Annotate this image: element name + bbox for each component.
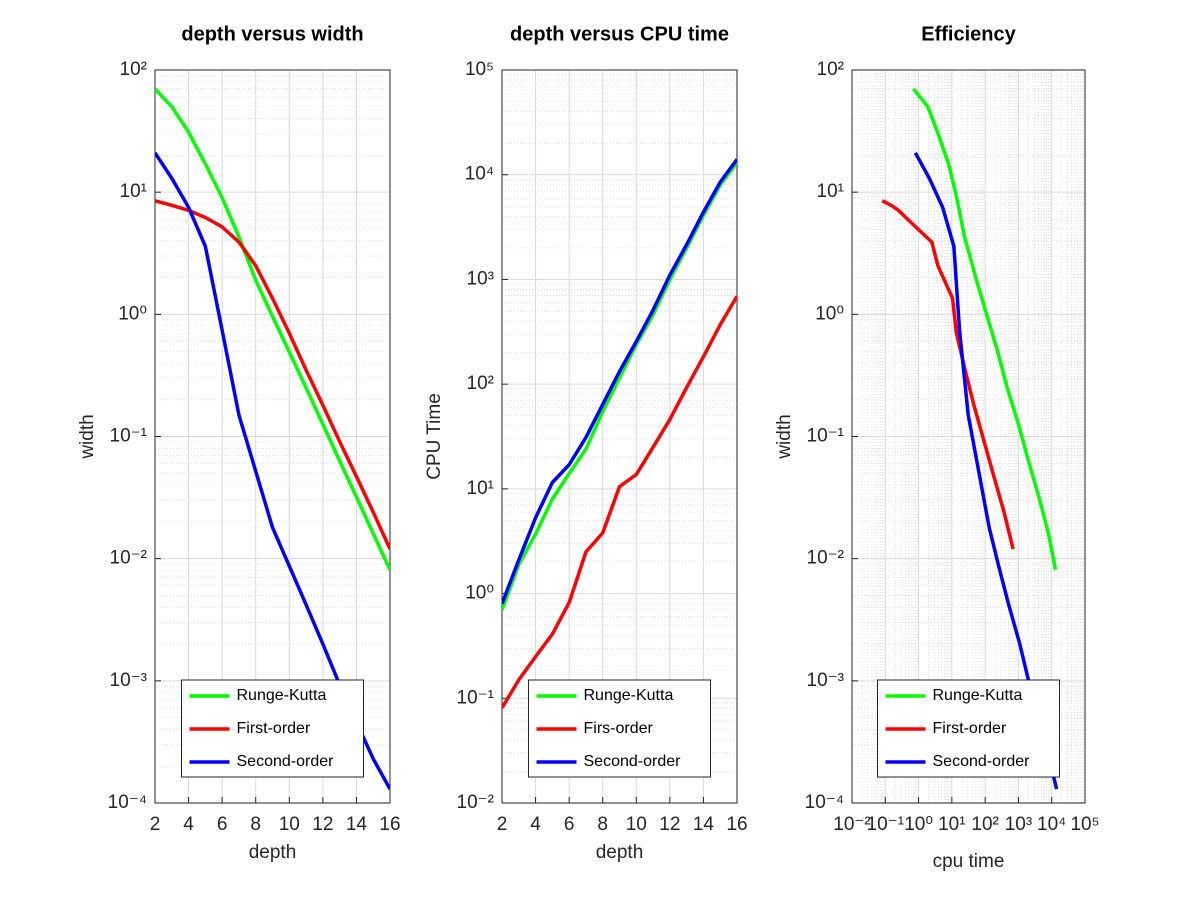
x-tick-label: 10⁴ — [1037, 814, 1066, 835]
y-tick-label: 10⁻³ — [110, 670, 148, 691]
y-tick-label: 10¹ — [120, 181, 147, 202]
y-axis-label: CPU Time — [424, 393, 445, 480]
x-tick-label: 10² — [971, 814, 998, 835]
axes-box — [154, 69, 391, 804]
y-tick-label: 10⁰ — [815, 303, 844, 324]
y-tick-label: 10⁻¹ — [457, 687, 495, 708]
x-tick-label: 4 — [530, 814, 541, 835]
x-tick-label: 6 — [564, 814, 575, 835]
legend: Runge-Kutta First-order Second-order — [181, 679, 364, 778]
x-tick-label: 8 — [250, 814, 261, 835]
series-line — [912, 87, 1058, 571]
x-tick-label: 14 — [693, 814, 715, 835]
legend-label: Runge-Kutta — [237, 687, 327, 704]
y-tick-label: 10⁻² — [807, 548, 845, 569]
legend-label: Second-order — [933, 753, 1031, 770]
series-line — [502, 295, 737, 709]
y-tick-label: 10⁻² — [110, 548, 148, 569]
legend-label: Second-order — [237, 753, 335, 770]
legend-label: Runge-Kutta — [584, 687, 674, 704]
chart-title: depth versus width — [181, 23, 363, 45]
x-tick-label: 8 — [597, 814, 608, 835]
x-tick-label: 10⁻¹ — [867, 814, 905, 835]
chart-title: Efficiency — [921, 23, 1016, 45]
y-tick-label: 10⁰ — [465, 583, 494, 604]
x-axis-label: depth — [249, 842, 297, 863]
series-line — [155, 87, 390, 571]
y-tick-label: 10⁻¹ — [110, 426, 148, 447]
x-tick-label: 10⁰ — [904, 814, 933, 835]
x-tick-label: 10⁵ — [1070, 814, 1099, 835]
y-tick-label: 10³ — [467, 268, 494, 289]
series-line — [881, 199, 1015, 550]
x-tick-label: 2 — [497, 814, 508, 835]
legend-label: Runge-Kutta — [933, 687, 1023, 704]
y-tick-label: 10⁰ — [118, 303, 147, 324]
legend-label: First-order — [933, 720, 1007, 737]
x-tick-label: 12 — [312, 814, 333, 835]
y-tick-label: 10⁻¹ — [807, 426, 845, 447]
y-tick-label: 10⁻² — [457, 792, 495, 813]
legend: Runge-Kutta First-order Second-order — [877, 679, 1060, 778]
series-line — [155, 199, 390, 550]
x-tick-label: 6 — [217, 814, 228, 835]
y-tick-label: 10⁴ — [465, 164, 494, 185]
x-tick-label: 12 — [659, 814, 680, 835]
axes-box — [851, 69, 1086, 804]
y-tick-label: 10⁵ — [465, 59, 494, 80]
legend-label: Second-order — [584, 753, 682, 770]
x-tick-label: 16 — [379, 814, 400, 835]
y-axis-label: width — [774, 414, 795, 459]
x-axis-label: cpu time — [933, 851, 1005, 872]
x-axis-label: depth — [596, 842, 644, 863]
x-tick-label: 10 — [626, 814, 647, 835]
x-tick-label: 14 — [346, 814, 368, 835]
x-tick-label: 10 — [279, 814, 300, 835]
x-tick-label: 16 — [726, 814, 747, 835]
legend-label: First-order — [237, 720, 311, 737]
y-tick-label: 10⁻⁴ — [108, 792, 147, 813]
x-tick-label: 2 — [150, 814, 161, 835]
x-tick-label: 4 — [183, 814, 194, 835]
y-tick-label: 10¹ — [467, 478, 494, 499]
y-tick-label: 10⁻³ — [807, 670, 845, 691]
x-tick-label: 10¹ — [938, 814, 965, 835]
chart-title: depth versus CPU time — [510, 23, 729, 45]
subplot: 2 4 6 8 10 12 14 16 10⁻² 10⁻¹ 10⁰ 10¹ 10² 10³ 10⁴ 10⁵ de… — [424, 23, 748, 863]
y-tick-label: 10² — [467, 373, 494, 394]
x-tick-label: 10⁻² — [833, 814, 871, 835]
y-axis-label: width — [77, 414, 98, 459]
subplot: 10⁻²10⁻¹ 10⁰ 10¹ 10² 10³ 10⁴ 10⁵10⁻⁴10⁻³10⁻²10… — [774, 23, 1099, 872]
y-tick-label: 10¹ — [817, 181, 844, 202]
series-line — [502, 158, 737, 605]
x-tick-label: 10³ — [1005, 814, 1032, 835]
legend-label: Firs-order — [584, 720, 654, 737]
y-tick-label: 10⁻⁴ — [805, 792, 844, 813]
y-tick-label: 10² — [120, 59, 147, 80]
subplot: 2 4 6 8 10 12 14 16 10⁻⁴ 10⁻³ 10⁻² 10⁻¹ 10⁰ 10¹ 10² dep… — [77, 23, 401, 863]
axes-box — [501, 69, 738, 804]
legend: Runge-Kutta Firs-order Second-order — [528, 679, 711, 778]
y-tick-label: 10² — [817, 59, 844, 80]
